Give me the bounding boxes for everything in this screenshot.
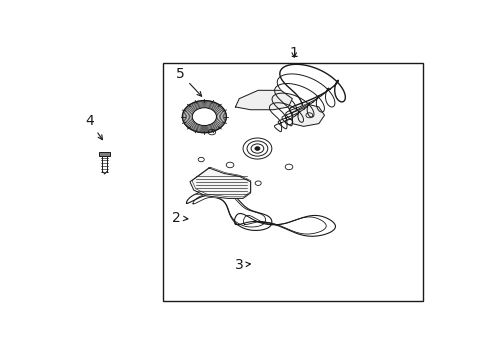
Circle shape (193, 109, 215, 125)
Polygon shape (235, 90, 292, 110)
Polygon shape (292, 104, 324, 126)
Text: 3: 3 (234, 258, 250, 272)
Text: 2: 2 (172, 211, 187, 225)
Polygon shape (189, 168, 250, 198)
Text: 4: 4 (85, 114, 102, 140)
Text: 1: 1 (289, 46, 298, 60)
Text: 5: 5 (176, 67, 201, 96)
Circle shape (254, 147, 260, 150)
Circle shape (192, 108, 216, 126)
Bar (99, 152, 110, 156)
Bar (163, 63, 422, 301)
